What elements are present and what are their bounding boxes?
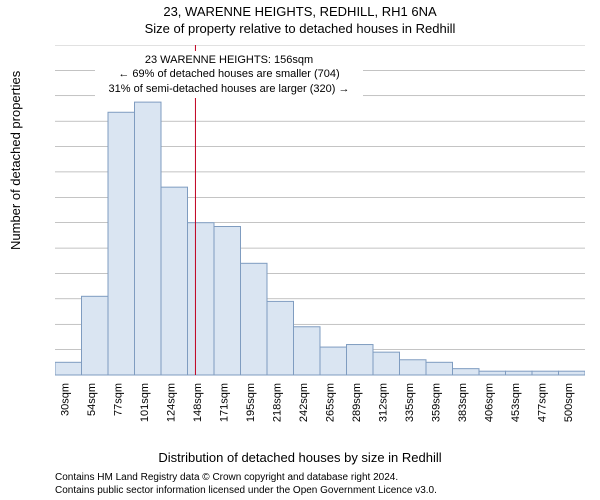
chart-container: 23, WARENNE HEIGHTS, REDHILL, RH1 6NA Si…: [0, 0, 600, 500]
x-tick-labels: 30sqm 54sqm 77sqm 101sqm 124sqm 148sqm 171sqm 1…: [59, 383, 575, 422]
svg-text:242sqm: 242sqm: [298, 383, 310, 422]
svg-text:359sqm: 359sqm: [430, 383, 442, 422]
svg-text:500sqm: 500sqm: [563, 383, 575, 422]
annotation-line1: 23 WARENNE HEIGHTS: 156sqm: [99, 53, 359, 67]
histogram-bars: [55, 102, 585, 375]
svg-text:77sqm: 77sqm: [112, 383, 124, 416]
plot-area: 30sqm54sqm77sqm101sqm124sqm148sqm171sqm1…: [55, 45, 585, 415]
svg-text:171sqm: 171sqm: [218, 383, 230, 422]
svg-text:218sqm: 218sqm: [271, 383, 283, 422]
svg-text:30sqm: 30sqm: [59, 383, 71, 416]
chart-subtitle: Size of property relative to detached ho…: [0, 21, 600, 36]
svg-text:265sqm: 265sqm: [324, 383, 336, 422]
svg-text:195sqm: 195sqm: [245, 383, 257, 422]
svg-text:453sqm: 453sqm: [510, 383, 522, 422]
svg-text:289sqm: 289sqm: [351, 383, 363, 422]
svg-text:148sqm: 148sqm: [192, 383, 204, 422]
footer-line1: Contains HM Land Registry data © Crown c…: [55, 472, 398, 483]
y-axis-label: Number of detached properties: [8, 71, 23, 250]
svg-text:335sqm: 335sqm: [404, 383, 416, 422]
footer-line2: Contains public sector information licen…: [55, 485, 437, 496]
svg-text:477sqm: 477sqm: [536, 383, 548, 422]
svg-text:124sqm: 124sqm: [165, 383, 177, 422]
chart-svg: 30sqm 54sqm 77sqm 101sqm 124sqm 148sqm 171sqm 1…: [55, 45, 585, 445]
annotation-line3: 31% of semi-detached houses are larger (…: [99, 82, 359, 96]
svg-text:54sqm: 54sqm: [86, 383, 98, 416]
x-axis-label: Distribution of detached houses by size …: [0, 450, 600, 465]
svg-text:383sqm: 383sqm: [457, 383, 469, 422]
svg-text:406sqm: 406sqm: [483, 383, 495, 422]
annotation-box: 23 WARENNE HEIGHTS: 156sqm ← 69% of deta…: [95, 51, 363, 98]
chart-title: 23, WARENNE HEIGHTS, REDHILL, RH1 6NA: [0, 4, 600, 19]
annotation-line2: ← 69% of detached houses are smaller (70…: [99, 67, 359, 81]
svg-text:101sqm: 101sqm: [139, 383, 151, 422]
svg-text:312sqm: 312sqm: [377, 383, 389, 422]
